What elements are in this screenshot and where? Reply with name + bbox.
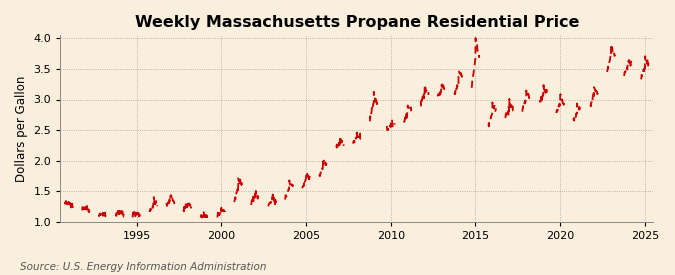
Text: Source: U.S. Energy Information Administration: Source: U.S. Energy Information Administ… [20, 262, 267, 272]
Y-axis label: Dollars per Gallon: Dollars per Gallon [15, 75, 28, 182]
Title: Weekly Massachusetts Propane Residential Price: Weekly Massachusetts Propane Residential… [134, 15, 579, 30]
